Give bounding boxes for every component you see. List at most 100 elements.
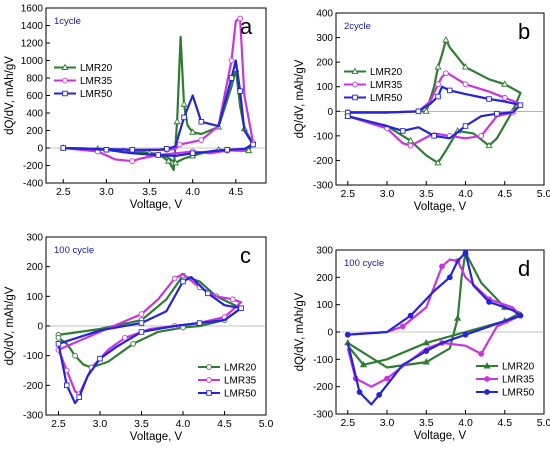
y-tick-label: 0 [327,107,333,118]
y-tick-label: 1600 [21,4,44,15]
y-tick-label: 400 [316,9,333,20]
data-point [461,63,470,70]
data-point [415,108,422,115]
legend-marker [61,63,69,70]
x-tick-label: 4.5 [217,418,232,430]
y-tick-label: -200 [313,156,333,167]
data-point [164,157,173,164]
x-tick-label: 3.5 [134,418,149,430]
data-point [171,275,178,282]
data-point [72,352,78,359]
data-point [229,296,236,303]
x-tick-label: 3.0 [380,417,395,429]
x-tick-label: 5.0 [537,188,550,200]
legend: LMR20 LMR35 LMR50 [344,67,403,104]
y-tick-label: 0 [37,144,43,155]
x-tick-label: 2.5 [56,186,71,198]
data-point [344,331,351,338]
data-point [446,274,453,281]
data-point [501,80,509,87]
data-point [486,96,492,102]
x-tick-label: 5.0 [259,418,274,430]
data-point [478,133,485,139]
panel-a: 2.5 3.0 3.5 4.0 4.5 -400 -200 0 200 400 600 800 1000… [4,4,267,211]
data-point [64,382,70,389]
legend-marker [484,389,490,395]
data-point [376,392,383,398]
data-point [462,81,469,88]
panel-letter: b [518,19,530,44]
data-point [138,320,145,326]
data-point [76,394,82,400]
data-point [224,146,230,153]
data-point [462,331,469,338]
x-axis-label: Voltage, V [414,430,467,442]
y-axis-label: dQ/dV, mAh/gV [294,292,306,371]
x-tick-label: 3.0 [93,418,108,430]
data-point [228,57,235,64]
y-tick-label: -300 [313,181,333,192]
data-point [238,305,244,311]
data-point [462,123,469,129]
legend-marker [351,67,359,74]
data-point [155,152,161,158]
series-line [346,258,522,388]
data-point [138,329,145,335]
series-lmr20 [344,36,522,166]
data-point [196,320,203,326]
series-line [346,251,522,406]
panel-c: 2.5 3.0 3.5 4.0 4.5 5.0 -300 -200 -100 0 100 200 300… [4,233,273,444]
cycle-label: 2cycle [344,21,371,32]
legend: LMR20 LMR35 LMR50 [54,63,113,100]
x-tick-label: 2.5 [51,418,66,430]
x-tick-label: 3.0 [99,186,114,198]
data-point [356,389,363,395]
legend-label: LMR50 [502,388,535,399]
data-point [359,360,368,368]
y-axis-label: dQ/dV, mAh/gV [4,56,16,135]
x-tick-label: 3.0 [380,188,395,200]
y-tick-label: -200 [23,381,43,392]
legend-label: LMR50 [224,389,257,400]
y-tick-label: -400 [23,179,43,190]
y-tick-label: 100 [316,82,333,93]
legend-marker [352,81,358,88]
y-tick-label: 600 [26,91,43,102]
y-tick-label: -200 [313,382,333,393]
legend-marker [62,90,68,97]
data-point [237,88,243,94]
data-point [406,136,415,144]
data-point [171,158,179,166]
x-tick-label: 4.0 [458,188,473,200]
data-point [173,117,181,125]
data-point [501,94,508,101]
data-point [245,146,253,154]
data-point [435,81,441,88]
legend-label: LMR20 [80,63,113,74]
x-tick-label: 3.5 [419,188,434,200]
cycle-label: 1cycle [54,16,81,27]
y-tick-label: 100 [26,292,43,303]
y-tick-label: -300 [23,411,43,422]
y-tick-label: -200 [23,161,43,172]
y-tick-label: 200 [26,262,43,273]
y-tick-label: 200 [26,126,43,137]
data-point [189,128,197,135]
data-point [181,114,187,121]
y-tick-label: 400 [26,109,43,120]
y-tick-label: 0 [327,328,333,339]
data-point [399,128,406,134]
plot-frame [335,12,545,186]
data-point [103,146,110,153]
legend-label: LMR35 [370,80,403,91]
data-point [189,150,196,156]
x-tick-label: 2.5 [340,188,355,200]
y-axis-label: dQ/dV, mAh/gV [294,59,306,138]
legend-marker [206,364,212,370]
legend-label: LMR20 [502,362,535,373]
legend-marker [206,390,212,396]
data-point [60,145,67,151]
data-point [55,341,62,347]
x-tick-label: 4.5 [497,188,512,200]
